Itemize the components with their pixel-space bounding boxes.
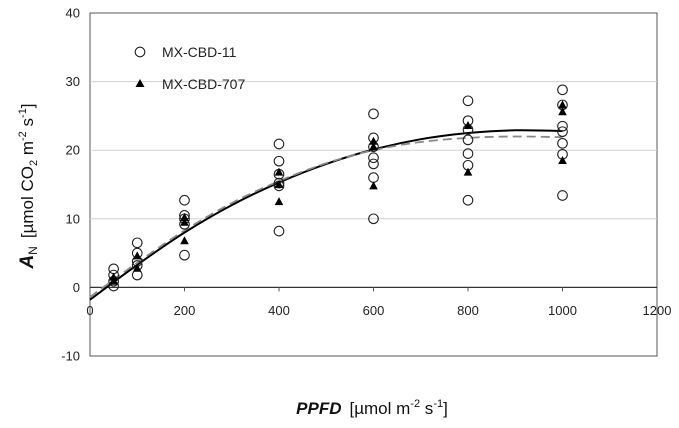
point-series-2	[109, 276, 118, 285]
y-tick-label: 0	[73, 280, 80, 295]
point-series-1	[557, 126, 568, 138]
fitted-curves	[89, 129, 563, 301]
fit-curve-dashed	[89, 135, 563, 298]
y-axis-label: AN[µmol CO2 m-2 s-1]	[17, 103, 40, 269]
x-axis-label: PPFD [µmol m-2 s-1]	[296, 398, 448, 418]
x-tick-label: 200	[174, 303, 196, 318]
point-series-1	[368, 213, 379, 225]
point-series-2	[463, 167, 473, 176]
point-series-2	[109, 272, 118, 281]
point-series-2	[132, 251, 142, 260]
point-series-1	[557, 84, 568, 96]
point-series-2	[274, 180, 284, 188]
y-tick-label: 20	[66, 143, 80, 158]
point-series-1	[131, 237, 143, 249]
y-tick-label: 10	[66, 211, 80, 226]
point-series-1	[557, 137, 568, 149]
legend-label-series-1: MX-CBD-11	[162, 44, 237, 60]
point-series-2	[180, 217, 189, 226]
point-series-1	[273, 155, 285, 167]
point-series-1	[557, 190, 568, 201]
point-series-1	[368, 158, 379, 170]
point-series-1	[368, 108, 379, 120]
fit-curve-solid	[89, 129, 563, 301]
point-series-1	[557, 120, 568, 132]
legend-marker-triangle	[135, 79, 145, 87]
x-tick-label: 600	[363, 303, 385, 318]
point-series-1	[462, 95, 474, 107]
point-series-1	[273, 138, 285, 150]
point-series-2	[558, 100, 567, 109]
point-series-2	[558, 107, 567, 116]
y-tick-label: -10	[61, 349, 80, 364]
x-tick-label: 1000	[548, 303, 577, 318]
point-series-2	[274, 197, 284, 206]
point-series-1	[368, 172, 379, 183]
point-series-2	[369, 142, 378, 151]
point-series-1	[462, 134, 474, 146]
x-tick-label: 1200	[643, 303, 672, 318]
point-series-2	[132, 263, 142, 272]
plot-frame	[89, 12, 658, 357]
point-series-2	[180, 212, 189, 221]
point-series-2	[369, 136, 378, 145]
point-series-2	[558, 155, 567, 164]
y-tick-label: 30	[66, 74, 80, 89]
point-series-2	[180, 236, 189, 245]
data-points	[108, 84, 568, 292]
point-series-2	[463, 121, 473, 130]
point-series-1	[368, 152, 379, 164]
legend-marker-circle	[134, 46, 146, 58]
point-series-2	[274, 167, 284, 176]
x-tick-label: 800	[457, 303, 479, 318]
point-series-1	[179, 249, 190, 261]
x-tick-label: 0	[86, 303, 93, 318]
point-series-1	[273, 225, 285, 237]
x-tick-label: 400	[268, 303, 290, 318]
point-series-1	[462, 194, 474, 206]
point-series-1	[131, 269, 143, 281]
y-tick-label: 40	[66, 6, 80, 21]
legend-label-series-2: MX-CBD-707	[162, 76, 245, 92]
point-series-2	[369, 181, 378, 190]
legend: MX-CBD-11 MX-CBD-707	[134, 44, 245, 92]
point-series-1	[462, 148, 474, 159]
point-series-1	[179, 194, 190, 206]
